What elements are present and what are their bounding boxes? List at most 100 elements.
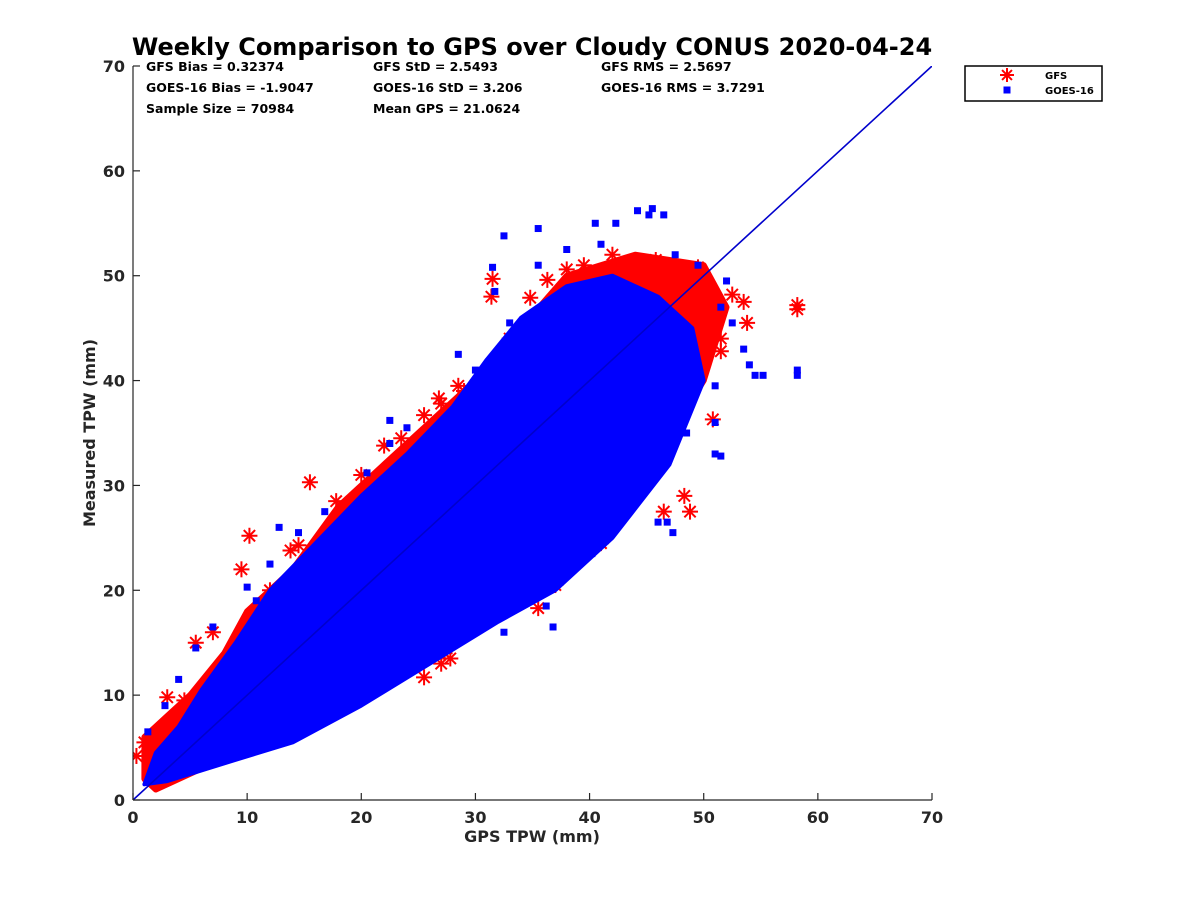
goes-point <box>717 303 725 311</box>
goes-point <box>491 287 499 295</box>
y-tick-label: 70 <box>103 57 125 76</box>
stat-goes-std: GOES-16 StD = 3.206 <box>373 80 523 95</box>
goes-point <box>793 366 801 374</box>
goes-point <box>500 628 508 636</box>
gfs-point <box>393 430 410 447</box>
stat-goes-bias: GOES-16 Bias = -1.9047 <box>146 80 314 95</box>
gfs-point <box>655 503 672 520</box>
gfs-point <box>735 293 752 310</box>
goes-point <box>412 597 420 605</box>
x-axis-label: GPS TPW (mm) <box>464 827 600 846</box>
gfs-point <box>724 286 741 303</box>
goes-point <box>620 502 628 510</box>
gfs-point <box>430 390 447 407</box>
goes-point <box>300 696 308 704</box>
gfs-point <box>233 561 250 578</box>
goes-point <box>711 450 719 458</box>
goes-point <box>745 361 753 369</box>
goes-point <box>192 644 200 652</box>
goes-point <box>477 592 485 600</box>
goes-point <box>591 219 599 227</box>
goes-point <box>669 529 677 537</box>
x-tick-label: 30 <box>464 808 486 827</box>
legend: GFS GOES-16 <box>964 65 1103 102</box>
gfs-point <box>416 669 433 686</box>
series-goes-16 <box>142 205 801 787</box>
y-tick-label: 40 <box>103 372 125 391</box>
goes-point <box>542 602 550 610</box>
goes-point <box>260 723 268 731</box>
gfs-point <box>539 271 556 288</box>
goes-point <box>751 371 759 379</box>
goes-point <box>466 609 474 617</box>
stat-goes-rms: GOES-16 RMS = 3.7291 <box>601 80 765 95</box>
goes-point <box>723 277 731 285</box>
goes-point <box>321 508 329 516</box>
gfs-point <box>353 466 370 483</box>
goes-point <box>252 597 260 605</box>
goes-point <box>534 225 542 233</box>
gfs-point <box>558 261 575 278</box>
goes-point <box>671 251 679 259</box>
goes-point <box>694 261 702 269</box>
legend-gfs-label: GFS <box>1045 71 1067 82</box>
y-tick-label: 30 <box>103 476 125 495</box>
legend-goes-marker <box>1003 86 1011 94</box>
goes-point <box>334 660 342 668</box>
gfs-point <box>159 689 176 706</box>
goes-point <box>403 424 411 432</box>
goes-point <box>523 550 531 558</box>
gfs-point <box>416 407 433 424</box>
gfs-point <box>604 246 621 263</box>
goes-point <box>534 261 542 269</box>
gfs-point <box>301 474 318 491</box>
gfs-point <box>282 542 299 559</box>
x-tick-label: 10 <box>236 808 258 827</box>
legend-goes-symbol <box>1003 86 1011 94</box>
goes-point <box>363 469 371 477</box>
goes-point <box>711 382 719 390</box>
gfs-point <box>712 343 729 360</box>
gfs-point <box>136 734 153 751</box>
goes-point <box>608 523 616 531</box>
stat-gfs-std: GFS StD = 2.5493 <box>373 59 498 74</box>
goes-point <box>663 518 671 526</box>
y-tick-label: 60 <box>103 162 125 181</box>
stat-mean-gps: Mean GPS = 21.0624 <box>373 101 520 116</box>
goes-point <box>683 429 691 437</box>
goes-point <box>374 607 382 615</box>
goes-point <box>660 211 668 219</box>
goes-point <box>634 207 642 215</box>
gfs-point <box>667 272 684 289</box>
goes-point <box>563 246 571 253</box>
goes-point <box>654 518 662 526</box>
goes-point <box>549 623 557 631</box>
goes-point <box>586 534 594 542</box>
y-tick-label: 20 <box>103 581 125 600</box>
goes-point <box>458 581 466 589</box>
goes-point <box>597 240 605 248</box>
goes-point <box>489 263 497 271</box>
gfs-point <box>450 377 467 394</box>
x-tick-label: 60 <box>807 808 829 827</box>
goes-point <box>454 350 462 358</box>
goes-point <box>295 529 303 537</box>
gfs-point <box>522 289 539 306</box>
x-tick-label: 70 <box>921 808 943 827</box>
stats-block: GFS Bias = 0.32374 GFS StD = 2.5493 GFS … <box>146 59 765 116</box>
gfs-point <box>676 487 693 504</box>
goes-point <box>471 366 479 374</box>
goes-point <box>580 504 588 512</box>
goes-point <box>740 345 748 353</box>
goes-point <box>500 232 508 240</box>
gfs-point <box>241 527 258 544</box>
goes-point <box>728 319 736 327</box>
goes-point <box>363 649 371 657</box>
gfs-point <box>682 503 699 520</box>
y-tick-label: 0 <box>114 791 125 810</box>
y-tick-label: 10 <box>103 686 125 705</box>
gfs-point <box>575 257 592 274</box>
goes-point <box>220 738 228 746</box>
gfs-point <box>647 251 664 268</box>
plot-area <box>133 66 932 800</box>
